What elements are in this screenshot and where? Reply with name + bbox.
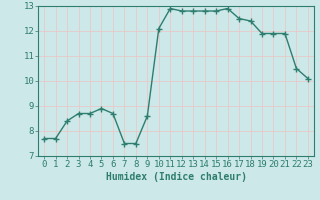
X-axis label: Humidex (Indice chaleur): Humidex (Indice chaleur)	[106, 172, 246, 182]
